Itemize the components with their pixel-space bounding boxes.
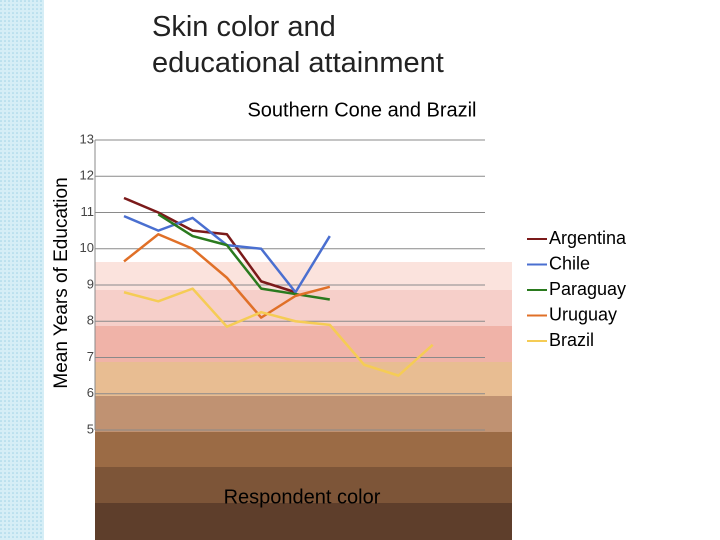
side-decoration (0, 0, 44, 540)
y-tick-label: 11 (81, 204, 95, 219)
y-tick-label: 12 (80, 168, 94, 183)
y-tick-label: 10 (80, 240, 94, 255)
legend-label: Uruguay (549, 304, 617, 324)
y-tick-label: 9 (87, 276, 94, 291)
y-tick-label: 13 (80, 131, 94, 146)
chart-title: Southern Cone and Brazil (247, 99, 476, 121)
legend-label: Paraguay (549, 279, 626, 299)
y-axis-label: Mean Years of Education (51, 177, 72, 388)
y-tick-label: 6 (87, 385, 94, 400)
skin-color-bands (95, 262, 512, 540)
slide-title: Skin color and educational attainment (152, 11, 444, 79)
legend-label: Brazil (549, 330, 594, 350)
series-line (123, 287, 434, 377)
legend-label: Chile (549, 253, 590, 273)
series-line (123, 233, 331, 319)
y-tick-label: 8 (87, 313, 94, 328)
y-tick-label: 7 (87, 349, 94, 364)
x-axis-label: Respondent color (224, 486, 381, 508)
y-tick-label: 5 (87, 421, 94, 436)
legend-label: Argentina (549, 228, 627, 248)
